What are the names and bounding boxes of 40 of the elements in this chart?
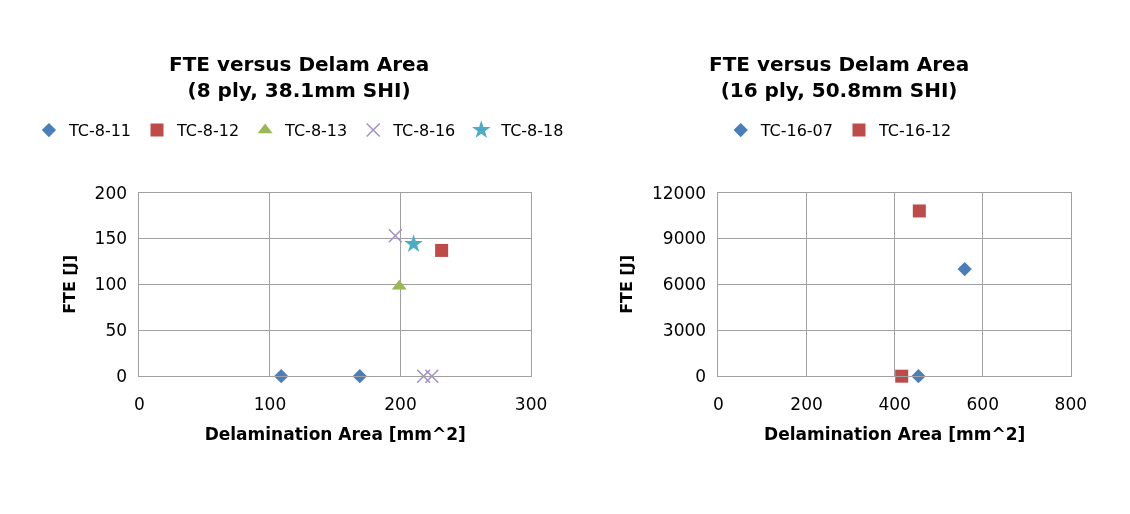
- x-tick-label: 200: [384, 393, 417, 414]
- y-tick-label: 200: [94, 182, 128, 203]
- y-tick-label: 9000: [662, 228, 707, 249]
- legend-label: TC-8-13: [284, 121, 348, 141]
- x-tick-label: 600: [966, 393, 999, 414]
- x-tick-label: 0: [134, 393, 145, 414]
- chart-title: FTE versus Delam Area (8 ply, 38.1mm SHI): [169, 52, 430, 102]
- legend-label: TC-16-07: [759, 121, 833, 141]
- legend-label: TC-8-18: [500, 121, 564, 141]
- y-tick-label: 50: [105, 320, 128, 341]
- legend-label: TC-16-12: [877, 121, 952, 141]
- point: [416, 368, 431, 384]
- x-tick-label: 400: [878, 393, 911, 414]
- point: [424, 368, 440, 384]
- legend-label: TC-8-16: [392, 121, 456, 141]
- legend-label: TC-8-11: [67, 121, 132, 141]
- y-tick-label: 3000: [662, 320, 707, 341]
- point: [912, 204, 926, 218]
- y-tick-label: 0: [116, 366, 128, 387]
- point: [404, 234, 423, 252]
- point: [388, 228, 403, 243]
- y-axis-title: FTE [J]: [616, 254, 636, 314]
- y-tick-label: 100: [94, 274, 128, 295]
- x-tick-label: 300: [514, 393, 548, 414]
- y-tick-label: 150: [94, 228, 128, 249]
- point: [895, 369, 909, 383]
- y-tick-label: 6000: [662, 274, 707, 295]
- x-axis-title: Delamination Area [mm^2]: [204, 423, 466, 444]
- y-axis-title: FTE [J]: [59, 254, 79, 314]
- legend-label: TC-8-12: [176, 121, 240, 141]
- y-tick-label: 0: [695, 366, 707, 387]
- x-tick-label: 800: [1054, 393, 1088, 414]
- x-tick-label: 0: [713, 393, 724, 414]
- chart-title: FTE versus Delam Area (16 ply, 50.8mm SHI): [709, 52, 970, 102]
- x-axis-title: Delamination Area [mm^2]: [764, 423, 1026, 444]
- y-tick-label: 12000: [652, 182, 707, 203]
- point: [435, 243, 449, 257]
- point: [957, 261, 972, 277]
- x-tick-label: 100: [253, 393, 287, 414]
- x-tick-label: 200: [790, 393, 823, 414]
